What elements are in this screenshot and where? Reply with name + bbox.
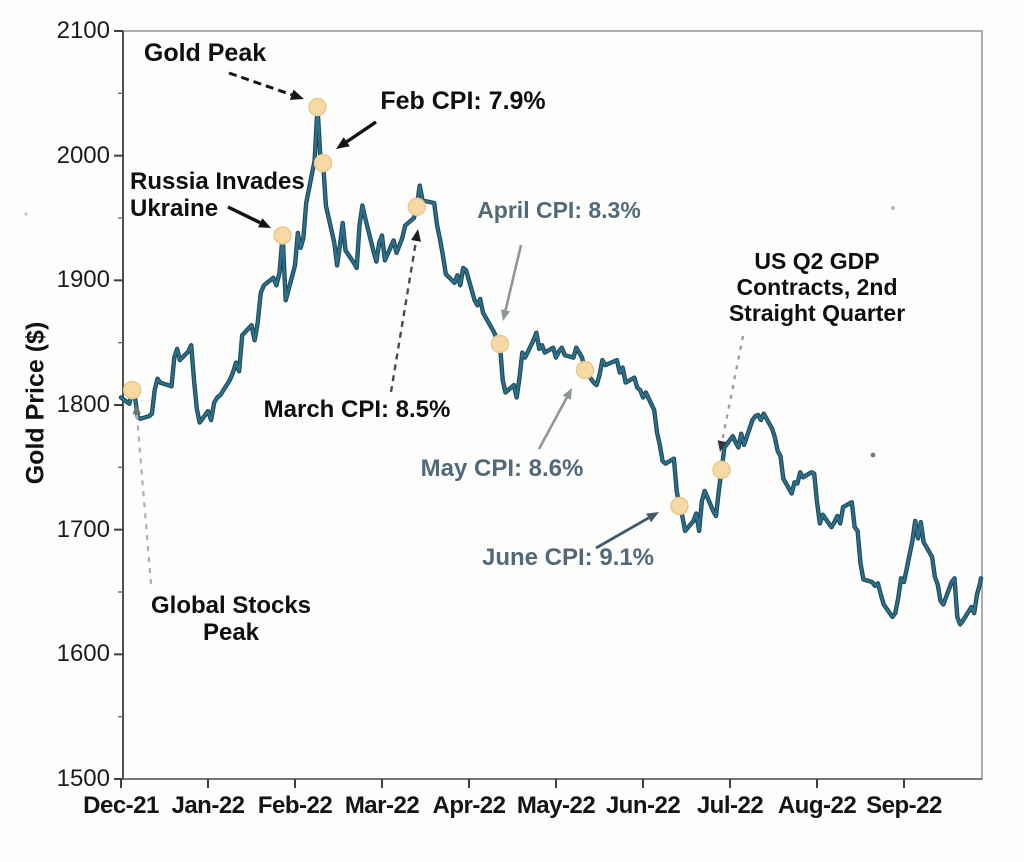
event-marker-global-stocks-peak [122, 380, 142, 400]
annotation-arrowhead-may-cpi [562, 388, 572, 400]
annotation-arrowhead-global-stocks-peak [132, 404, 141, 415]
scan-speck [24, 212, 28, 216]
event-marker-us-q2-gdp [712, 460, 731, 480]
event-marker-april-cpi [490, 334, 510, 354]
annotation-arrow-global-stocks-peak [135, 413, 153, 585]
annotation-arrowhead-april-cpi [501, 309, 510, 321]
annotation-arrowhead-gold-peak [289, 89, 304, 100]
scan-speck [870, 452, 876, 458]
annotation-arrowhead-march-cpi [411, 229, 421, 242]
annotation-arrowhead-feb-cpi [336, 137, 350, 149]
event-marker-june-cpi [670, 496, 689, 516]
event-marker-may-cpi [575, 360, 595, 380]
y-axis-title: Gold Price ($) [21, 321, 50, 485]
annotation-arrow-june-cpi [595, 516, 650, 550]
annotation-arrowhead-us-q2-gdp [717, 440, 727, 452]
annotation-arrowhead-june-cpi [646, 512, 659, 523]
event-marker-gold-peak [308, 97, 327, 117]
annotation-arrow-march-cpi [389, 240, 418, 393]
annotation-arrow-us-q2-gdp [720, 335, 745, 442]
annotation-arrowhead-russia-invades [258, 218, 271, 228]
event-marker-feb-cpi [313, 153, 333, 173]
annotation-arrow-russia-invades [227, 205, 261, 225]
annotation-arrow-may-cpi [537, 397, 568, 450]
event-marker-march-cpi [407, 197, 427, 217]
event-marker-russia-invades [273, 226, 292, 245]
gold-price-line [119, 105, 983, 626]
annotation-arrow-april-cpi [504, 244, 523, 311]
gold-price-line-outer [118, 104, 984, 627]
annotation-arrow-gold-peak [228, 71, 293, 97]
scan-speck [891, 206, 895, 210]
plot-frame [122, 30, 983, 780]
annotation-arrow-feb-cpi [345, 120, 377, 144]
